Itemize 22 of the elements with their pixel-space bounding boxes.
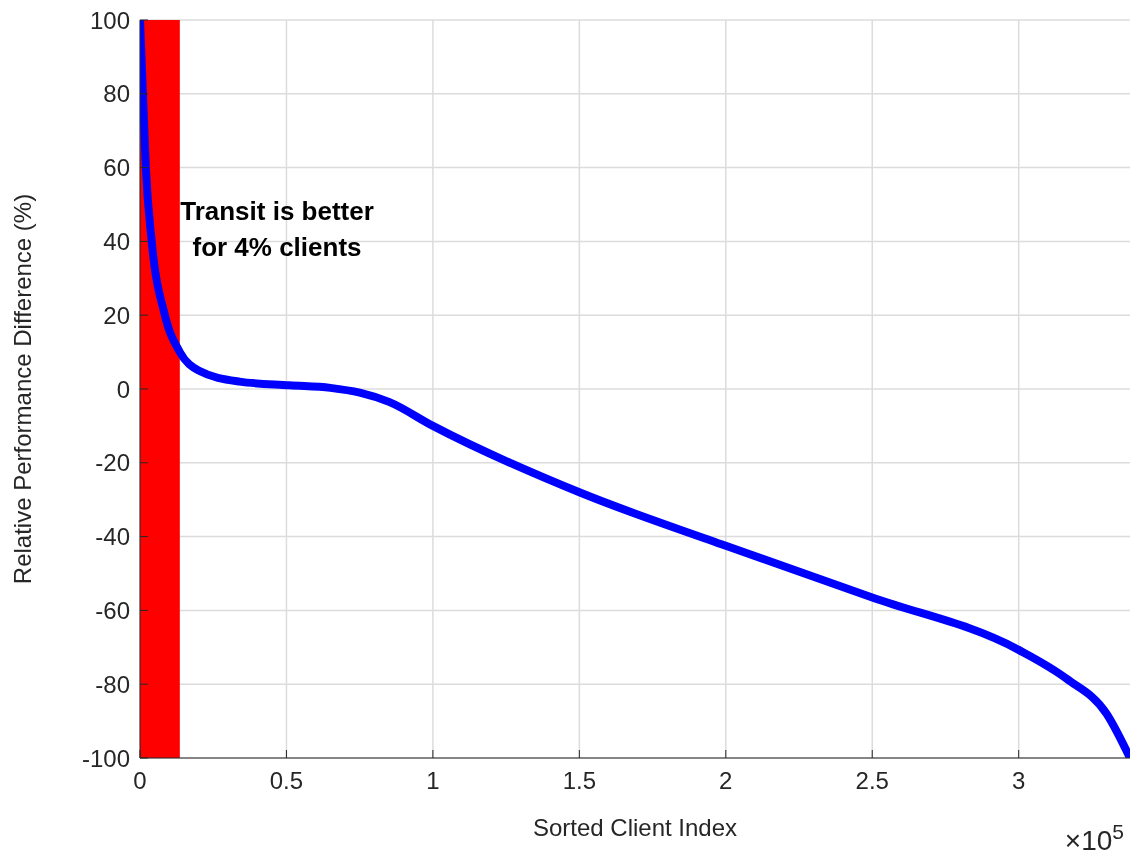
y-axis-title: Relative Performance Difference (%): [8, 193, 36, 585]
text: ×10$^{5}$: [1064, 819, 1124, 856]
x-tick-label: 0.5: [269, 767, 304, 795]
y-tick-label: -40: [95, 523, 130, 551]
x-axis-title: Sorted Client Index: [532, 814, 738, 841]
y-tick-label: 60: [103, 154, 130, 182]
x-tick-label: 3: [1012, 767, 1026, 795]
y-tick-label: 80: [103, 80, 130, 108]
y-tick-label: 40: [103, 227, 130, 255]
x-tick-label: 2.5: [855, 767, 889, 795]
y-tick-label: 100: [89, 6, 130, 34]
y-tick-label: -100: [81, 744, 130, 772]
band-label: Transit is better for 4% clients: [180, 196, 374, 262]
x-tick-label: 1: [426, 767, 440, 795]
y-tick-label: 0: [116, 375, 130, 403]
y-tick-label: -60: [95, 596, 130, 624]
x-tick-label: 2: [719, 767, 733, 795]
y-tick-label: -20: [95, 449, 130, 477]
x-tick-label: 0: [133, 767, 147, 795]
y-tick-label: -80: [95, 670, 130, 698]
x-tick-label: 1.5: [562, 767, 597, 795]
y-tick-label: 20: [103, 301, 130, 329]
